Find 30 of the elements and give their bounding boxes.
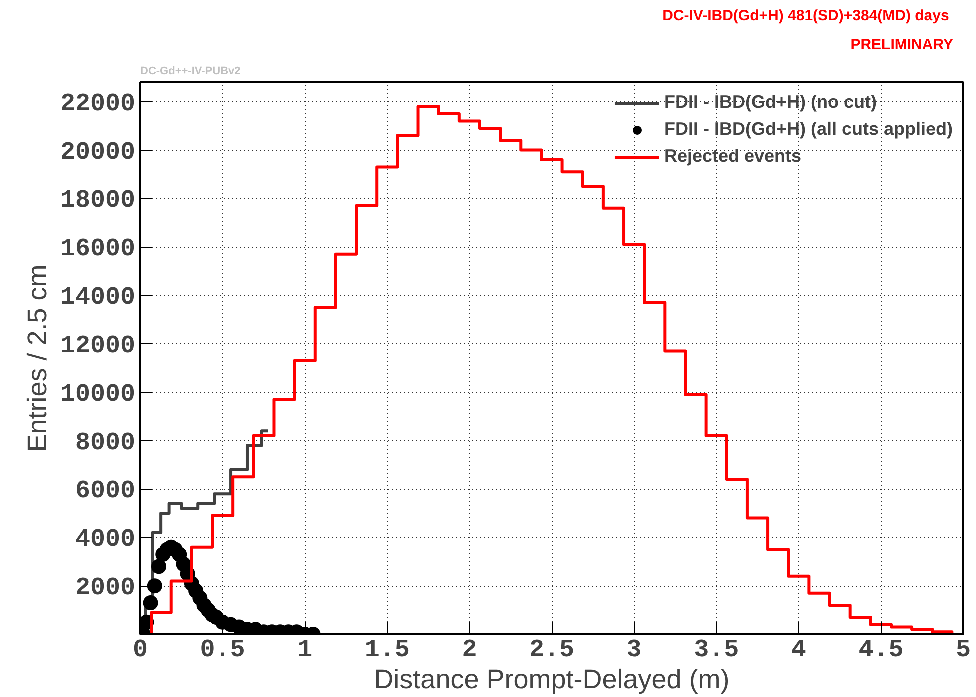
y-axis-title: Entries / 2.5 cm [22, 264, 52, 452]
x-tick-label: 3.5 [694, 636, 740, 664]
x-tick-label: 4 [791, 636, 806, 664]
chart-subtitle: PRELIMINARY [850, 36, 954, 54]
x-tick-label: 5 [956, 636, 972, 664]
legend-label: FDII - IBD(Gd+H) (all cuts applied) [664, 119, 953, 140]
y-tick-label: 16000 [60, 234, 136, 264]
x-tick-label: 1.5 [364, 636, 410, 664]
x-tick-label: 3 [626, 636, 642, 664]
y-tick-label: 14000 [60, 283, 136, 312]
y-tick-label: 10000 [60, 380, 136, 409]
y-tick-label: 8000 [75, 428, 136, 458]
x-tick-label: 2.5 [529, 636, 575, 664]
y-tick-label: 18000 [60, 186, 136, 216]
x-tick-label: 2 [462, 636, 478, 664]
y-tick-label: 20000 [60, 138, 136, 167]
x-axis-title: Distance Prompt-Delayed (m) [374, 664, 730, 694]
legend-label: FDII - IBD(Gd+H) (no cut) [664, 92, 877, 113]
y-tick-label: 12000 [60, 331, 136, 360]
x-tick-label: 0 [133, 636, 148, 664]
y-tick-label: 22000 [60, 89, 136, 118]
legend-label: Rejected events [664, 146, 802, 167]
y-tick-label: 6000 [75, 476, 136, 506]
x-tick-label: 0.5 [200, 636, 246, 664]
text: DC-Gd++-IV-PUBv2 [140, 66, 241, 78]
y-tick-label: 4000 [75, 525, 136, 554]
chart-title: DC-IV-IBD(Gd+H) 481(SD)+384(MD) days [662, 8, 950, 24]
x-tick-label: 4.5 [858, 636, 904, 664]
x-tick-label: 1 [298, 636, 313, 664]
y-tick-label: 2000 [75, 574, 136, 603]
